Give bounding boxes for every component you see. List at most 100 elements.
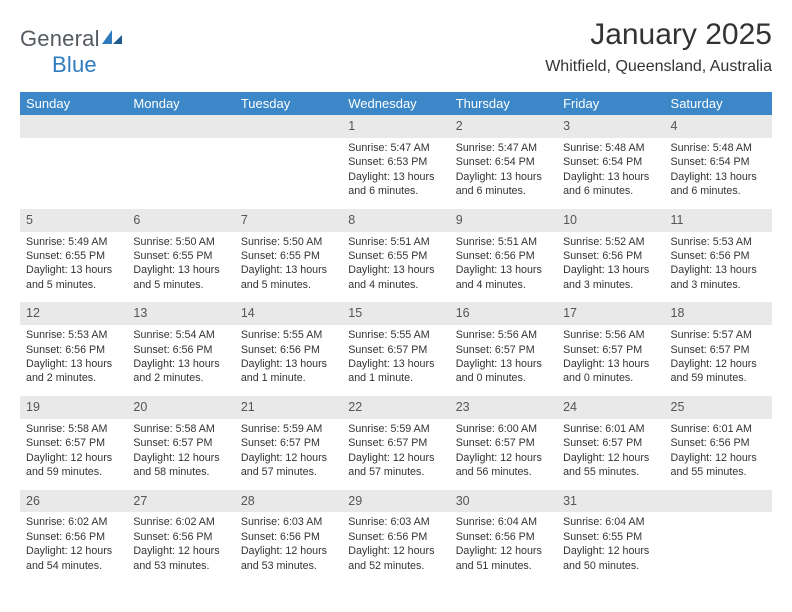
day-detail: Sunrise: 5:55 AMSunset: 6:56 PMDaylight:…	[235, 325, 342, 396]
day-detail: Sunrise: 5:59 AMSunset: 6:57 PMDaylight:…	[342, 419, 449, 490]
day-number: 14	[235, 302, 342, 325]
day-cell: 23Sunrise: 6:00 AMSunset: 6:57 PMDayligh…	[450, 396, 557, 490]
day-cell: 8Sunrise: 5:51 AMSunset: 6:55 PMDaylight…	[342, 209, 449, 303]
day-cell: 18Sunrise: 5:57 AMSunset: 6:57 PMDayligh…	[665, 302, 772, 396]
month-title: January 2025	[545, 18, 772, 52]
brand-name: General Blue	[20, 26, 124, 78]
day-detail: Sunrise: 5:57 AMSunset: 6:57 PMDaylight:…	[665, 325, 772, 396]
day-detail: Sunrise: 6:03 AMSunset: 6:56 PMDaylight:…	[235, 512, 342, 583]
day-cell: 20Sunrise: 5:58 AMSunset: 6:57 PMDayligh…	[127, 396, 234, 490]
day-detail: Sunrise: 5:58 AMSunset: 6:57 PMDaylight:…	[127, 419, 234, 490]
day-number: 25	[665, 396, 772, 419]
week-row: 5Sunrise: 5:49 AMSunset: 6:55 PMDaylight…	[20, 209, 772, 303]
dayheader-thursday: Thursday	[450, 92, 557, 115]
day-number: 29	[342, 490, 449, 513]
day-number: 16	[450, 302, 557, 325]
day-detail: Sunrise: 5:47 AMSunset: 6:53 PMDaylight:…	[342, 138, 449, 209]
dayheader-friday: Friday	[557, 92, 664, 115]
day-cell: 31Sunrise: 6:04 AMSunset: 6:55 PMDayligh…	[557, 490, 664, 584]
day-detail: Sunrise: 5:59 AMSunset: 6:57 PMDaylight:…	[235, 419, 342, 490]
day-detail: Sunrise: 5:54 AMSunset: 6:56 PMDaylight:…	[127, 325, 234, 396]
day-detail: Sunrise: 6:02 AMSunset: 6:56 PMDaylight:…	[127, 512, 234, 583]
day-number: 4	[665, 115, 772, 138]
day-detail: Sunrise: 5:47 AMSunset: 6:54 PMDaylight:…	[450, 138, 557, 209]
day-cell: 14Sunrise: 5:55 AMSunset: 6:56 PMDayligh…	[235, 302, 342, 396]
day-detail: Sunrise: 6:03 AMSunset: 6:56 PMDaylight:…	[342, 512, 449, 583]
day-detail: Sunrise: 5:55 AMSunset: 6:57 PMDaylight:…	[342, 325, 449, 396]
day-detail: Sunrise: 6:04 AMSunset: 6:55 PMDaylight:…	[557, 512, 664, 583]
day-number: 10	[557, 209, 664, 232]
day-cell	[20, 115, 127, 209]
dayheader-saturday: Saturday	[665, 92, 772, 115]
day-number: 13	[127, 302, 234, 325]
brand-name-blue: Blue	[52, 52, 97, 78]
day-cell: 7Sunrise: 5:50 AMSunset: 6:55 PMDaylight…	[235, 209, 342, 303]
day-detail: Sunrise: 5:49 AMSunset: 6:55 PMDaylight:…	[20, 232, 127, 303]
day-number: 6	[127, 209, 234, 232]
day-detail: Sunrise: 5:56 AMSunset: 6:57 PMDaylight:…	[450, 325, 557, 396]
calendar-body: 1Sunrise: 5:47 AMSunset: 6:53 PMDaylight…	[20, 115, 772, 583]
brand-logo: General Blue	[20, 18, 124, 78]
day-cell: 16Sunrise: 5:56 AMSunset: 6:57 PMDayligh…	[450, 302, 557, 396]
day-number: 9	[450, 209, 557, 232]
day-detail: Sunrise: 5:50 AMSunset: 6:55 PMDaylight:…	[235, 232, 342, 303]
day-cell: 30Sunrise: 6:04 AMSunset: 6:56 PMDayligh…	[450, 490, 557, 584]
day-number: 31	[557, 490, 664, 513]
day-number: 12	[20, 302, 127, 325]
dayheader-sunday: Sunday	[20, 92, 127, 115]
day-cell: 19Sunrise: 5:58 AMSunset: 6:57 PMDayligh…	[20, 396, 127, 490]
day-detail: Sunrise: 6:04 AMSunset: 6:56 PMDaylight:…	[450, 512, 557, 583]
day-text-empty	[20, 138, 127, 165]
day-number: 21	[235, 396, 342, 419]
day-text-empty	[235, 138, 342, 165]
day-detail: Sunrise: 5:53 AMSunset: 6:56 PMDaylight:…	[665, 232, 772, 303]
day-cell	[127, 115, 234, 209]
day-number: 18	[665, 302, 772, 325]
day-detail: Sunrise: 5:48 AMSunset: 6:54 PMDaylight:…	[557, 138, 664, 209]
day-text-empty	[665, 512, 772, 539]
day-detail: Sunrise: 5:53 AMSunset: 6:56 PMDaylight:…	[20, 325, 127, 396]
day-number: 1	[342, 115, 449, 138]
brand-name-gray: General	[20, 26, 100, 51]
day-cell: 3Sunrise: 5:48 AMSunset: 6:54 PMDaylight…	[557, 115, 664, 209]
day-cell: 22Sunrise: 5:59 AMSunset: 6:57 PMDayligh…	[342, 396, 449, 490]
day-cell: 2Sunrise: 5:47 AMSunset: 6:54 PMDaylight…	[450, 115, 557, 209]
day-number: 27	[127, 490, 234, 513]
day-number: 3	[557, 115, 664, 138]
day-cell: 6Sunrise: 5:50 AMSunset: 6:55 PMDaylight…	[127, 209, 234, 303]
day-number: 23	[450, 396, 557, 419]
day-cell: 1Sunrise: 5:47 AMSunset: 6:53 PMDaylight…	[342, 115, 449, 209]
day-cell: 28Sunrise: 6:03 AMSunset: 6:56 PMDayligh…	[235, 490, 342, 584]
week-row: 19Sunrise: 5:58 AMSunset: 6:57 PMDayligh…	[20, 396, 772, 490]
day-cell: 10Sunrise: 5:52 AMSunset: 6:56 PMDayligh…	[557, 209, 664, 303]
day-cell: 27Sunrise: 6:02 AMSunset: 6:56 PMDayligh…	[127, 490, 234, 584]
day-number-empty	[235, 115, 342, 138]
week-row: 1Sunrise: 5:47 AMSunset: 6:53 PMDaylight…	[20, 115, 772, 209]
day-cell: 5Sunrise: 5:49 AMSunset: 6:55 PMDaylight…	[20, 209, 127, 303]
day-detail: Sunrise: 5:51 AMSunset: 6:56 PMDaylight:…	[450, 232, 557, 303]
day-cell: 21Sunrise: 5:59 AMSunset: 6:57 PMDayligh…	[235, 396, 342, 490]
week-row: 26Sunrise: 6:02 AMSunset: 6:56 PMDayligh…	[20, 490, 772, 584]
day-detail: Sunrise: 5:48 AMSunset: 6:54 PMDaylight:…	[665, 138, 772, 209]
sail-icon	[100, 26, 124, 52]
calendar-table: SundayMondayTuesdayWednesdayThursdayFrid…	[20, 92, 772, 583]
day-detail: Sunrise: 5:50 AMSunset: 6:55 PMDaylight:…	[127, 232, 234, 303]
day-cell: 15Sunrise: 5:55 AMSunset: 6:57 PMDayligh…	[342, 302, 449, 396]
day-number: 19	[20, 396, 127, 419]
day-cell: 29Sunrise: 6:03 AMSunset: 6:56 PMDayligh…	[342, 490, 449, 584]
day-cell: 4Sunrise: 5:48 AMSunset: 6:54 PMDaylight…	[665, 115, 772, 209]
day-detail: Sunrise: 5:52 AMSunset: 6:56 PMDaylight:…	[557, 232, 664, 303]
day-cell: 17Sunrise: 5:56 AMSunset: 6:57 PMDayligh…	[557, 302, 664, 396]
day-cell: 13Sunrise: 5:54 AMSunset: 6:56 PMDayligh…	[127, 302, 234, 396]
day-cell: 11Sunrise: 5:53 AMSunset: 6:56 PMDayligh…	[665, 209, 772, 303]
day-number: 17	[557, 302, 664, 325]
day-number: 24	[557, 396, 664, 419]
day-detail: Sunrise: 6:01 AMSunset: 6:57 PMDaylight:…	[557, 419, 664, 490]
day-number: 2	[450, 115, 557, 138]
dayheader-monday: Monday	[127, 92, 234, 115]
day-number: 22	[342, 396, 449, 419]
day-number: 7	[235, 209, 342, 232]
dayheader-wednesday: Wednesday	[342, 92, 449, 115]
day-cell	[665, 490, 772, 584]
location: Whitfield, Queensland, Australia	[545, 58, 772, 76]
